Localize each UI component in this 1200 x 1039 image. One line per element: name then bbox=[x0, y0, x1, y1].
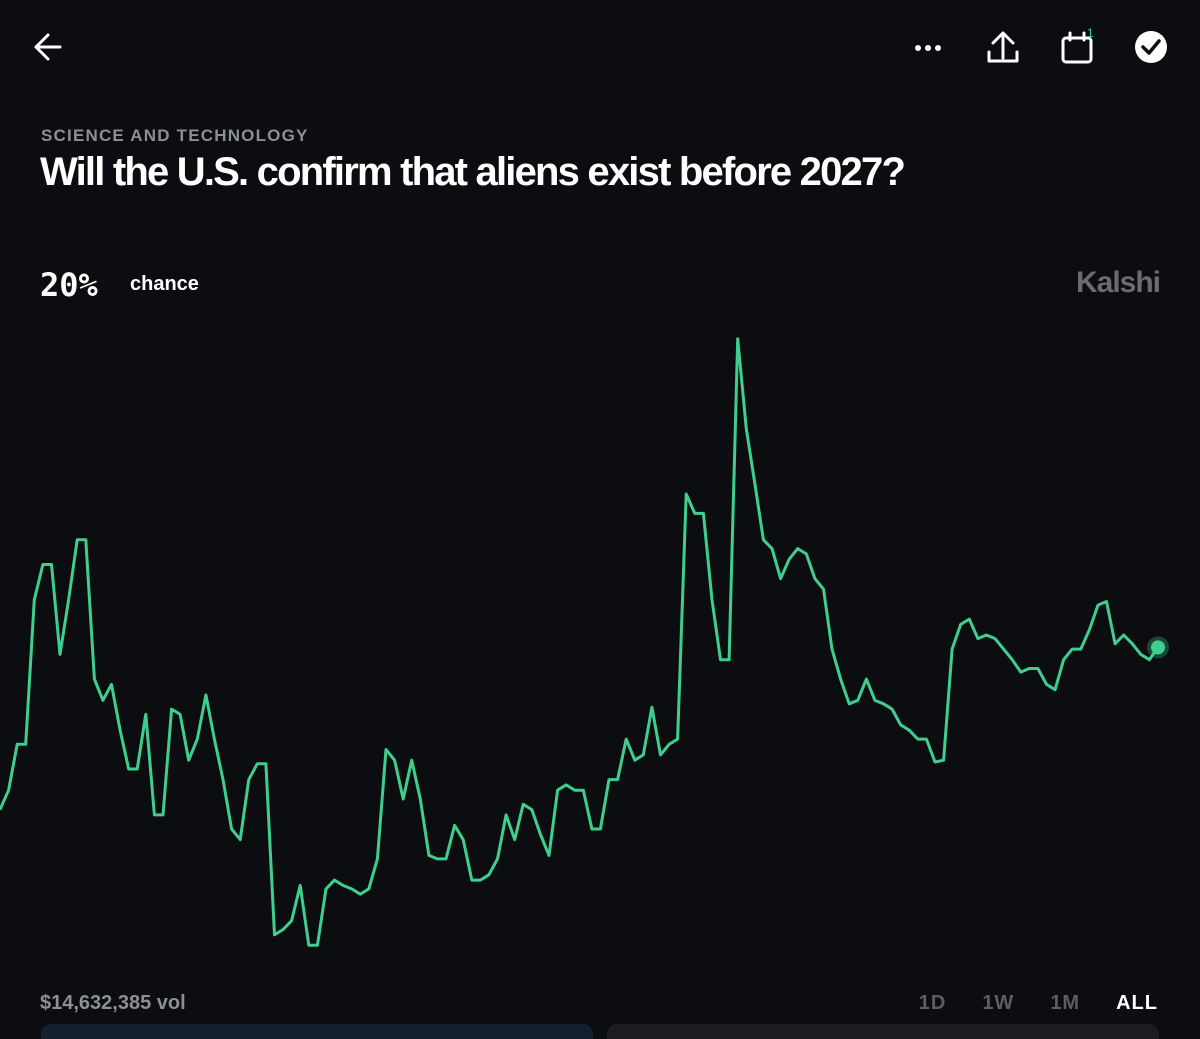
range-button[interactable]: 1M bbox=[1050, 992, 1081, 1014]
menu-dot[interactable] bbox=[935, 45, 941, 51]
check-button[interactable] bbox=[1135, 31, 1167, 63]
yes-button[interactable] bbox=[41, 1024, 593, 1039]
price-line bbox=[0, 337, 1160, 947]
title: Will the U.S. confirm that aliens exist … bbox=[40, 150, 906, 194]
back-button[interactable] bbox=[34, 33, 62, 61]
range-button[interactable]: 1W bbox=[982, 992, 1015, 1014]
category: SCIENCE AND TECHNOLOGY bbox=[41, 126, 309, 145]
no-button[interactable] bbox=[607, 1024, 1159, 1039]
chance: 20% bbox=[40, 266, 98, 304]
calendar-button[interactable] bbox=[1061, 36, 1093, 64]
range-button[interactable]: ALL bbox=[1116, 992, 1158, 1014]
share-button[interactable] bbox=[987, 31, 1019, 63]
top-bar bbox=[34, 31, 1167, 64]
calendar-rings bbox=[1068, 31, 1086, 42]
menu-dot[interactable] bbox=[925, 45, 931, 51]
volume: $14,632,385 vol bbox=[40, 992, 186, 1014]
menu-dot[interactable] bbox=[915, 45, 921, 51]
chance-label: chance bbox=[130, 273, 199, 295]
range-button[interactable]: 1D bbox=[918, 992, 947, 1014]
badge: 1 bbox=[1087, 26, 1094, 40]
check-mark bbox=[1141, 39, 1161, 55]
current-point bbox=[1151, 640, 1165, 655]
source: Kalshi bbox=[1075, 266, 1161, 299]
range-selector: 1D 1W 1M ALL bbox=[919, 992, 1158, 1015]
